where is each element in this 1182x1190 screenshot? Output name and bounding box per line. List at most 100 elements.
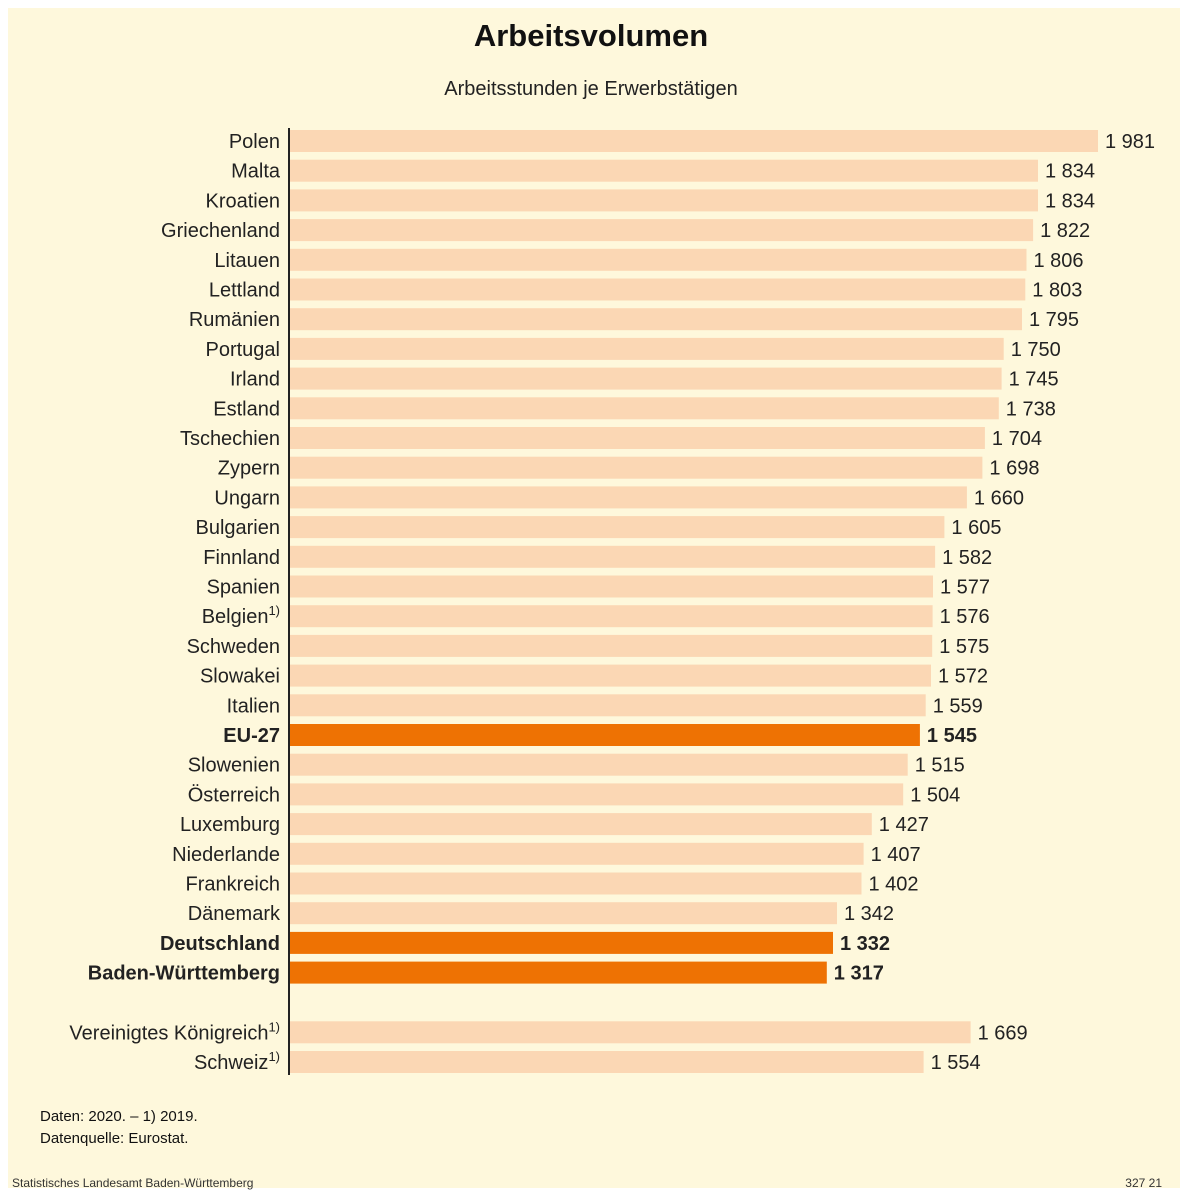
- value-label-malta: 1 834: [1045, 161, 1095, 183]
- value-label-baden-württemberg: 1 317: [834, 963, 884, 985]
- value-label-schweiz: 1 554: [931, 1052, 981, 1074]
- value-label-lettland: 1 803: [1032, 280, 1082, 302]
- bar-österreich: [289, 783, 904, 806]
- value-label-schweden: 1 575: [939, 636, 989, 658]
- value-label-österreich: 1 504: [910, 784, 960, 806]
- bar-zypern: [289, 456, 983, 479]
- source-note: Datenquelle: Eurostat.: [40, 1130, 189, 1147]
- publisher-label: Statistisches Landesamt Baden-Württember…: [12, 1176, 254, 1190]
- category-label-schweden: Schweden: [187, 636, 280, 658]
- category-label-griechenland: Griechenland: [161, 220, 280, 242]
- value-label-irland: 1 745: [1009, 369, 1059, 391]
- category-label-polen: Polen: [229, 131, 280, 153]
- value-label-griechenland: 1 822: [1040, 220, 1090, 242]
- bar-lettland: [289, 278, 1026, 301]
- bar-bulgarien: [289, 516, 945, 539]
- bar-baden-württemberg: [289, 961, 827, 984]
- bar-irland: [289, 367, 1002, 390]
- bar-vereinigtes-königreich: [289, 1021, 971, 1044]
- data-note: Daten: 2020. – 1) 2019.: [40, 1108, 198, 1125]
- bar-tschechien: [289, 427, 985, 449]
- value-label-italien: 1 559: [933, 695, 983, 717]
- category-label-kroatien: Kroatien: [206, 190, 281, 212]
- category-label-ungarn: Ungarn: [214, 487, 280, 509]
- bar-malta: [289, 159, 1038, 182]
- category-label-vereinigtes-königreich: Vereinigtes Königreich1): [69, 1019, 280, 1044]
- bar-finnland: [289, 545, 936, 568]
- bar-luxemburg: [289, 813, 872, 836]
- bar-litauen: [289, 248, 1027, 271]
- value-label-luxemburg: 1 427: [879, 814, 929, 836]
- chart-title: Arbeitsvolumen: [473, 18, 709, 53]
- value-label-finnland: 1 582: [942, 547, 992, 569]
- bar-slowenien: [289, 753, 908, 776]
- value-label-spanien: 1 577: [940, 577, 990, 599]
- bar-schweiz: [289, 1051, 924, 1073]
- category-label-slowenien: Slowenien: [188, 755, 280, 777]
- bar-spanien: [289, 575, 933, 598]
- bar-estland: [289, 397, 999, 420]
- chart-subtitle: Arbeitsstunden je Erwerbstätigen: [444, 78, 738, 100]
- value-label-niederlande: 1 407: [871, 844, 921, 866]
- value-label-deutschland: 1 332: [840, 933, 890, 955]
- value-label-rumänien: 1 795: [1029, 309, 1079, 331]
- category-label-österreich: Österreich: [188, 784, 280, 806]
- bar-niederlande: [289, 842, 864, 865]
- value-label-tschechien: 1 704: [992, 428, 1042, 450]
- category-label-frankreich: Frankreich: [186, 874, 280, 896]
- value-label-belgien: 1 576: [940, 606, 990, 628]
- category-label-rumänien: Rumänien: [189, 309, 280, 331]
- category-label-malta: Malta: [231, 161, 281, 183]
- category-label-portugal: Portugal: [206, 339, 281, 361]
- value-label-slowakei: 1 572: [938, 666, 988, 688]
- category-label-italien: Italien: [227, 695, 280, 717]
- category-label-baden-württemberg: Baden-Württemberg: [88, 963, 280, 985]
- category-label-irland: Irland: [230, 369, 280, 391]
- value-label-frankreich: 1 402: [869, 874, 919, 896]
- bar-griechenland: [289, 219, 1034, 242]
- category-label-luxemburg: Luxemburg: [180, 814, 280, 836]
- bar-portugal: [289, 337, 1004, 360]
- category-label-dänemark: Dänemark: [188, 903, 281, 925]
- bar-belgien: [289, 605, 933, 628]
- bar-eu-27: [289, 724, 920, 746]
- value-label-polen: 1 981: [1105, 131, 1155, 153]
- value-label-portugal: 1 750: [1011, 339, 1061, 361]
- chart-code: 327 21: [1125, 1176, 1162, 1190]
- value-label-bulgarien: 1 605: [951, 517, 1001, 539]
- category-label-estland: Estland: [213, 398, 280, 420]
- category-label-litauen: Litauen: [214, 250, 280, 272]
- bar-slowakei: [289, 664, 931, 687]
- value-label-estland: 1 738: [1006, 398, 1056, 420]
- category-label-zypern: Zypern: [218, 458, 280, 480]
- value-label-slowenien: 1 515: [915, 755, 965, 777]
- category-label-bulgarien: Bulgarien: [195, 517, 280, 539]
- bar-italien: [289, 694, 926, 717]
- value-label-litauen: 1 806: [1034, 250, 1084, 272]
- value-label-ungarn: 1 660: [974, 487, 1024, 509]
- bar-frankreich: [289, 872, 862, 895]
- category-label-finnland: Finnland: [203, 547, 280, 569]
- category-label-tschechien: Tschechien: [180, 428, 280, 450]
- value-label-eu-27: 1 545: [927, 725, 977, 747]
- category-label-eu-27: EU-27: [223, 725, 280, 747]
- bar-dänemark: [289, 902, 837, 925]
- category-label-lettland: Lettland: [209, 280, 280, 302]
- category-label-belgien: Belgien1): [202, 603, 280, 628]
- value-label-zypern: 1 698: [989, 458, 1039, 480]
- category-label-slowakei: Slowakei: [200, 666, 280, 688]
- value-label-vereinigtes-königreich: 1 669: [978, 1022, 1028, 1044]
- bar-rumänien: [289, 308, 1022, 331]
- category-label-schweiz: Schweiz1): [194, 1049, 280, 1074]
- bar-polen: [289, 130, 1098, 152]
- bar-deutschland: [289, 931, 833, 954]
- category-label-niederlande: Niederlande: [172, 844, 280, 866]
- category-label-deutschland: Deutschland: [160, 933, 280, 955]
- bar-ungarn: [289, 486, 967, 509]
- value-label-dänemark: 1 342: [844, 903, 894, 925]
- value-label-kroatien: 1 834: [1045, 190, 1095, 212]
- category-label-spanien: Spanien: [207, 577, 280, 599]
- bar-schweden: [289, 634, 933, 657]
- bar-kroatien: [289, 189, 1038, 212]
